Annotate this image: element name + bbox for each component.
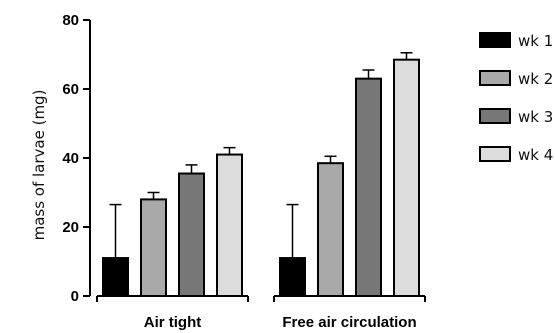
x-category-label: Air tight (144, 314, 202, 331)
legend-swatch (479, 146, 511, 162)
legend-swatch (479, 70, 511, 86)
legend-label: wk 2 (518, 70, 553, 88)
legend-label: wk 4 (518, 146, 553, 164)
bar (279, 257, 306, 297)
legend-label: wk 3 (518, 108, 553, 126)
legend: wk 1 wk 2 wk 3 wk 4 (479, 32, 553, 164)
y-tick-label: 60 (62, 81, 79, 98)
y-tick-label: 40 (62, 150, 79, 167)
y-axis-title: mass of larvae (mg) (30, 90, 48, 241)
bar (216, 153, 243, 297)
bar (140, 198, 167, 297)
bar (317, 162, 344, 297)
y-tick-label: 80 (62, 12, 79, 29)
y-tick-label: 20 (62, 219, 79, 236)
legend-swatch (479, 32, 511, 48)
bar (178, 172, 205, 297)
legend-swatch (479, 108, 511, 124)
bar (102, 257, 129, 297)
bar (355, 77, 382, 298)
plot-area: 0 20 40 60 80 Air tight Free air circulation (62, 12, 426, 331)
legend-label: wk 1 (518, 32, 553, 50)
x-category-label: Free air circulation (282, 314, 416, 331)
y-tick-label: 0 (71, 288, 79, 305)
bar (393, 58, 420, 297)
